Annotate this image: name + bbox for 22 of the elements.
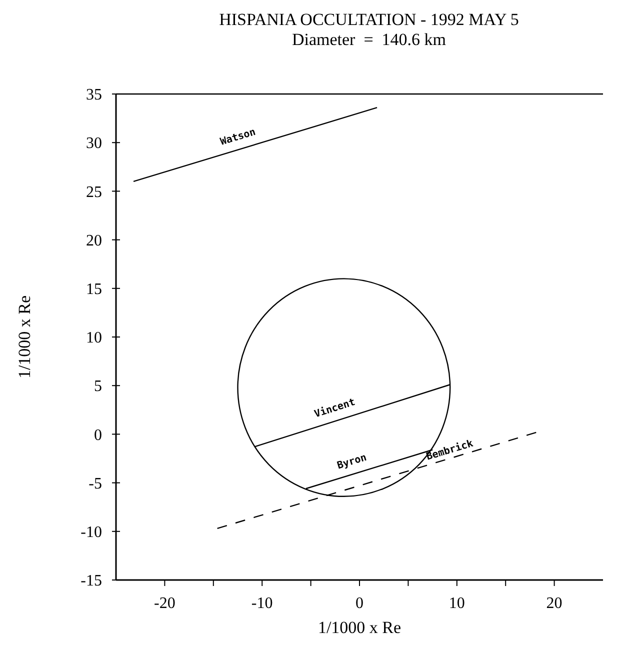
y-tick-label: -10 — [80, 524, 102, 541]
y-tick-label: 25 — [86, 184, 102, 201]
y-tick-label: 10 — [86, 330, 102, 347]
x-axis-title: 1/1000 x Re — [318, 618, 402, 637]
chart-subtitle: Diameter = 140.6 km — [292, 30, 446, 49]
y-tick-label: 15 — [86, 281, 102, 298]
x-tick-label: 20 — [546, 595, 562, 612]
y-tick-label: -5 — [88, 475, 102, 492]
x-tick-label: 0 — [356, 595, 364, 612]
x-tick-label: -20 — [154, 595, 176, 612]
y-tick-label: 35 — [86, 86, 102, 104]
x-tick-label: 10 — [448, 595, 465, 612]
y-tick-label: 20 — [86, 232, 102, 250]
y-tick-label: 5 — [94, 378, 102, 396]
y-tick-label: 0 — [94, 426, 102, 444]
y-tick-label: 30 — [86, 135, 102, 152]
y-axis-title: 1/1000 x Re — [15, 295, 34, 379]
text: Byron — [336, 452, 368, 472]
text: Watson — [219, 126, 257, 148]
y-tick-label: -15 — [80, 572, 102, 590]
chart-title: HISPANIA OCCULTATION - 1992 MAY 5 — [219, 10, 519, 29]
x-tick-label: -10 — [251, 595, 273, 612]
